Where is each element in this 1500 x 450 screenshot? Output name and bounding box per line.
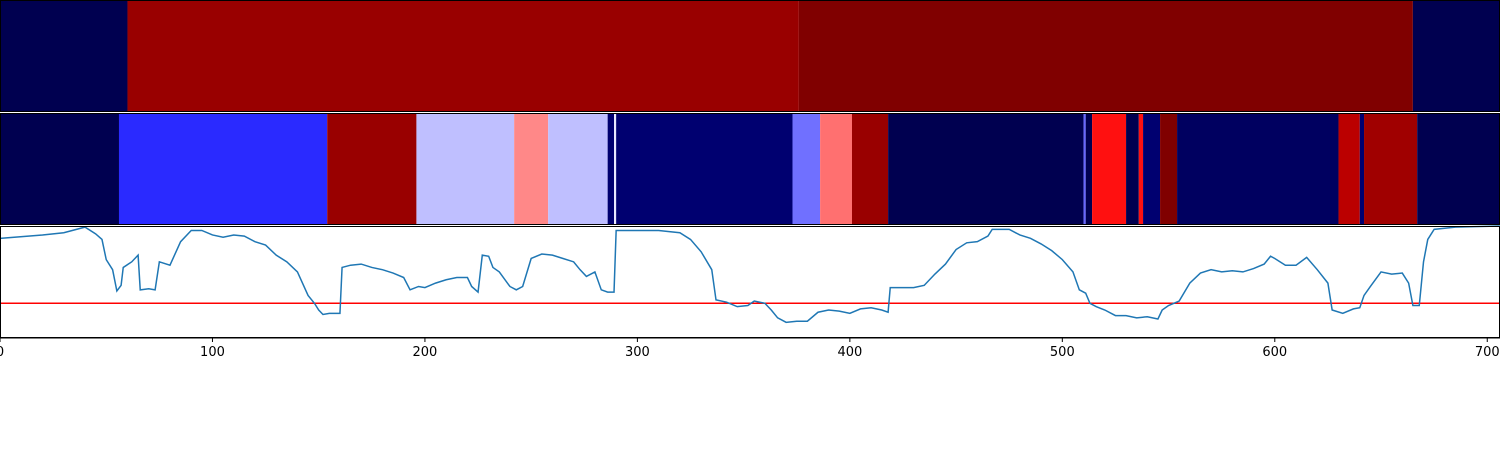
heatmap-cell	[0, 113, 119, 225]
data-line	[0, 225, 1500, 324]
x-tick-label: 200	[413, 345, 438, 360]
x-tick-label: 100	[200, 345, 225, 360]
plot-area	[0, 226, 1500, 338]
heatmap-cell	[416, 113, 515, 225]
heatmap-cell	[1085, 113, 1093, 225]
x-tick-label: 0	[0, 345, 4, 360]
heatmap-cell	[1177, 113, 1339, 225]
heatmap-cell	[1126, 113, 1139, 225]
heatmap-cell	[0, 0, 128, 112]
heatmap-cell	[1412, 0, 1500, 112]
heatmap-cell	[798, 0, 1413, 112]
heatmap-cell	[1338, 113, 1360, 225]
x-tick-label: 500	[1050, 345, 1075, 360]
heatmap-cell	[118, 113, 328, 225]
heatmap-cell	[1359, 113, 1365, 225]
heatmap-cell	[1160, 113, 1178, 225]
heatmap-cell	[327, 113, 417, 225]
heatmap-cell	[548, 113, 608, 225]
heatmap-cell	[851, 113, 889, 225]
heatmap-cell	[616, 113, 793, 225]
heatmap-cell	[1417, 113, 1500, 225]
heatmap-cell	[792, 113, 821, 225]
heatmap-cell	[607, 113, 615, 225]
heatmap-cell	[1138, 113, 1144, 225]
x-tick-label: 600	[1262, 345, 1287, 360]
heatmap-cell	[888, 113, 1084, 225]
heatmap-cell	[1083, 113, 1086, 225]
x-tick-label: 300	[625, 345, 650, 360]
heatmap-cell	[1143, 113, 1161, 225]
heatmap-cell	[514, 113, 549, 225]
heatmap-cell	[1092, 113, 1127, 225]
heatmap-cell	[1364, 113, 1418, 225]
heatmap-cell	[614, 113, 617, 225]
x-tick-label: 700	[1475, 345, 1500, 360]
heatmap-cell	[820, 113, 852, 225]
x-tick-label: 400	[837, 345, 862, 360]
heatmap-cell	[127, 0, 799, 112]
